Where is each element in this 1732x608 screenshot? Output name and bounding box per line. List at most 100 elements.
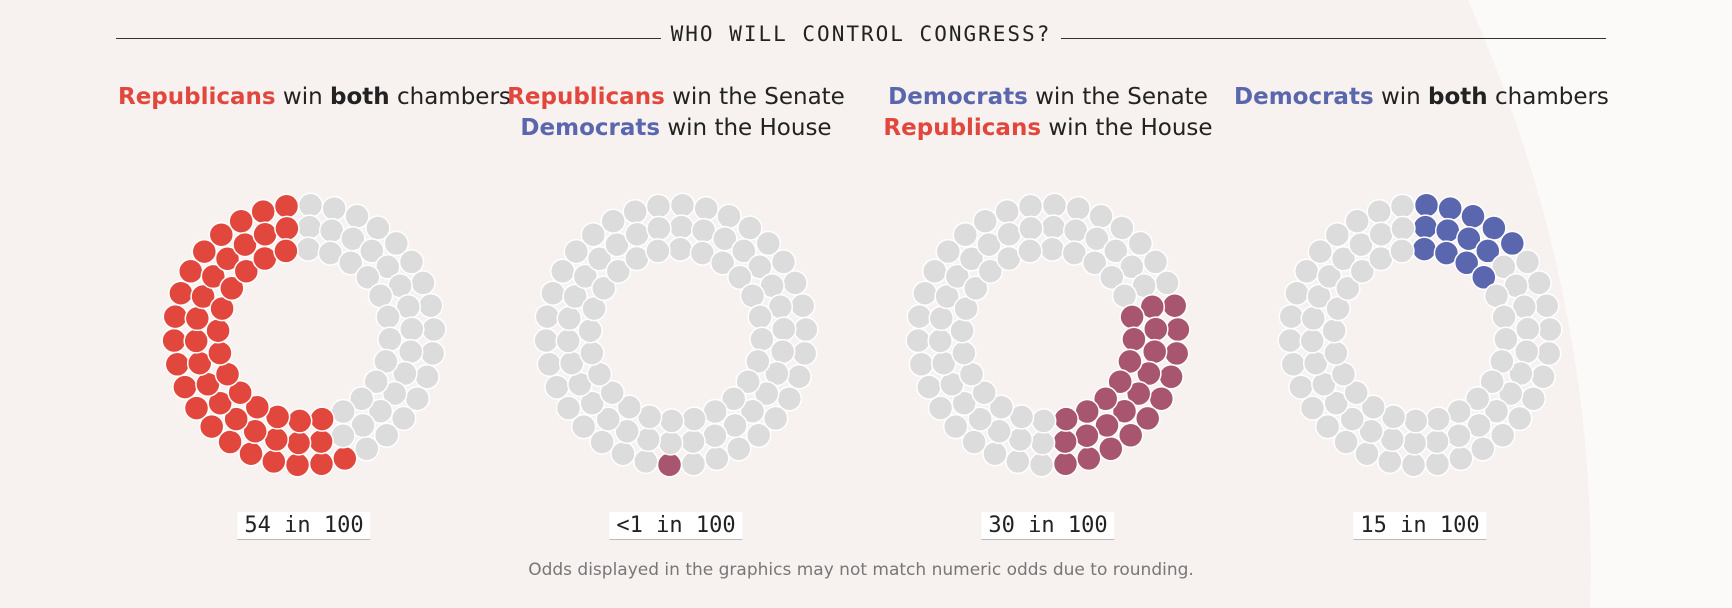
dot-empty — [297, 192, 324, 218]
dot-empty — [296, 214, 323, 240]
dot-empty — [972, 208, 998, 234]
dot-empty — [693, 195, 719, 222]
dot-empty — [1039, 236, 1066, 262]
dot-filled — [1453, 250, 1480, 276]
dot-filled — [1117, 348, 1143, 375]
dot-filled — [1437, 195, 1463, 222]
dot-empty — [1377, 448, 1403, 475]
dot-empty — [1354, 440, 1380, 467]
dot-empty — [410, 270, 436, 296]
dot-empty — [1321, 317, 1347, 344]
dot-empty — [1119, 254, 1145, 280]
dot-empty — [344, 203, 370, 230]
dot-empty — [414, 364, 440, 390]
dot-empty — [1314, 413, 1341, 440]
dot-empty — [731, 238, 757, 264]
dot-empty — [1537, 316, 1563, 343]
dot-empty — [1005, 448, 1031, 475]
panel-label-line2: Republicans win the House — [883, 115, 1213, 141]
dot-empty — [1390, 215, 1416, 242]
dot-empty — [709, 250, 736, 276]
dot-empty — [1513, 338, 1540, 365]
odds-label: 15 in 100 — [1353, 512, 1487, 540]
dot-filled — [190, 283, 216, 310]
dot-filled — [1076, 445, 1102, 472]
dot-empty — [381, 380, 408, 407]
dot-donut-chart — [905, 192, 1191, 478]
dot-empty — [982, 440, 1008, 467]
dot-empty — [1380, 404, 1407, 430]
dot-filled — [214, 246, 241, 272]
dot-empty — [1339, 406, 1365, 432]
party-name: Democrats — [520, 115, 661, 141]
dot-filled — [209, 295, 235, 322]
dot-empty — [771, 316, 797, 342]
dot-empty — [375, 304, 401, 330]
dot-empty — [689, 240, 716, 266]
dot-empty — [350, 412, 376, 439]
dot-empty — [912, 280, 938, 306]
dot-filled — [250, 198, 276, 225]
dot-empty — [745, 348, 771, 375]
dot-filled — [198, 413, 225, 440]
dot-filled — [208, 221, 235, 248]
panel-label-line1: Republicans win the Senate — [507, 84, 845, 110]
dot-empty — [1400, 452, 1427, 478]
dot-filled — [172, 374, 198, 400]
panel-dem-both: Democrats win both chambers 15 in 100 — [1234, 82, 1609, 582]
dot-empty — [1103, 238, 1129, 264]
dot-empty — [398, 249, 425, 275]
dot-empty — [646, 215, 672, 242]
dot-empty — [363, 368, 389, 395]
dot-empty — [330, 422, 356, 449]
dot-empty — [1088, 203, 1114, 230]
dot-filled — [227, 379, 253, 406]
dot-empty — [563, 238, 590, 265]
dot-empty — [745, 422, 772, 449]
dot-empty — [1040, 214, 1067, 240]
dot-empty — [390, 405, 417, 432]
dot-empty — [600, 208, 626, 234]
dot-empty — [658, 408, 685, 434]
dot-filled — [1121, 326, 1147, 353]
dot-filled — [1052, 428, 1078, 455]
dot-filled — [284, 452, 311, 478]
odds-label: <1 in 100 — [609, 512, 743, 540]
dot-empty — [789, 292, 816, 319]
dot-empty — [359, 238, 385, 264]
dot-empty — [1491, 304, 1517, 330]
dot-empty — [667, 236, 694, 262]
dot-empty — [1029, 430, 1056, 456]
dot-empty — [1323, 390, 1349, 416]
dot-empty — [1360, 394, 1387, 420]
dot-empty — [951, 390, 977, 416]
dot-empty — [1446, 422, 1472, 449]
dot-empty — [927, 395, 954, 421]
dot-empty — [1061, 240, 1088, 266]
dot-empty — [1506, 405, 1533, 432]
dot-filled — [1053, 406, 1079, 432]
dot-empty — [599, 379, 625, 406]
dot-donut-chart — [533, 192, 819, 478]
dot-filled — [233, 258, 260, 284]
dot-empty — [586, 246, 613, 272]
dot-empty — [1493, 326, 1519, 353]
dot-filled — [1460, 203, 1486, 230]
panel-rep-both: Republicans win both chambers 54 in 100 — [118, 82, 511, 582]
dot-empty — [944, 263, 971, 290]
dot-empty — [967, 406, 993, 432]
dot-empty — [702, 422, 728, 449]
dot-filled — [264, 404, 291, 430]
dot-empty — [1526, 270, 1552, 296]
dot-empty — [935, 238, 962, 265]
dot-filled — [183, 328, 209, 354]
dot-filled — [228, 208, 254, 234]
dot-empty — [988, 394, 1015, 420]
dot-empty — [595, 406, 621, 432]
dot-filled — [274, 215, 300, 242]
dot-filled — [1158, 364, 1184, 390]
panel-label-line1: Democrats win both chambers — [1234, 84, 1609, 110]
dot-filled — [1125, 380, 1152, 407]
header-rule-left — [116, 38, 661, 39]
dot-empty — [782, 270, 808, 296]
